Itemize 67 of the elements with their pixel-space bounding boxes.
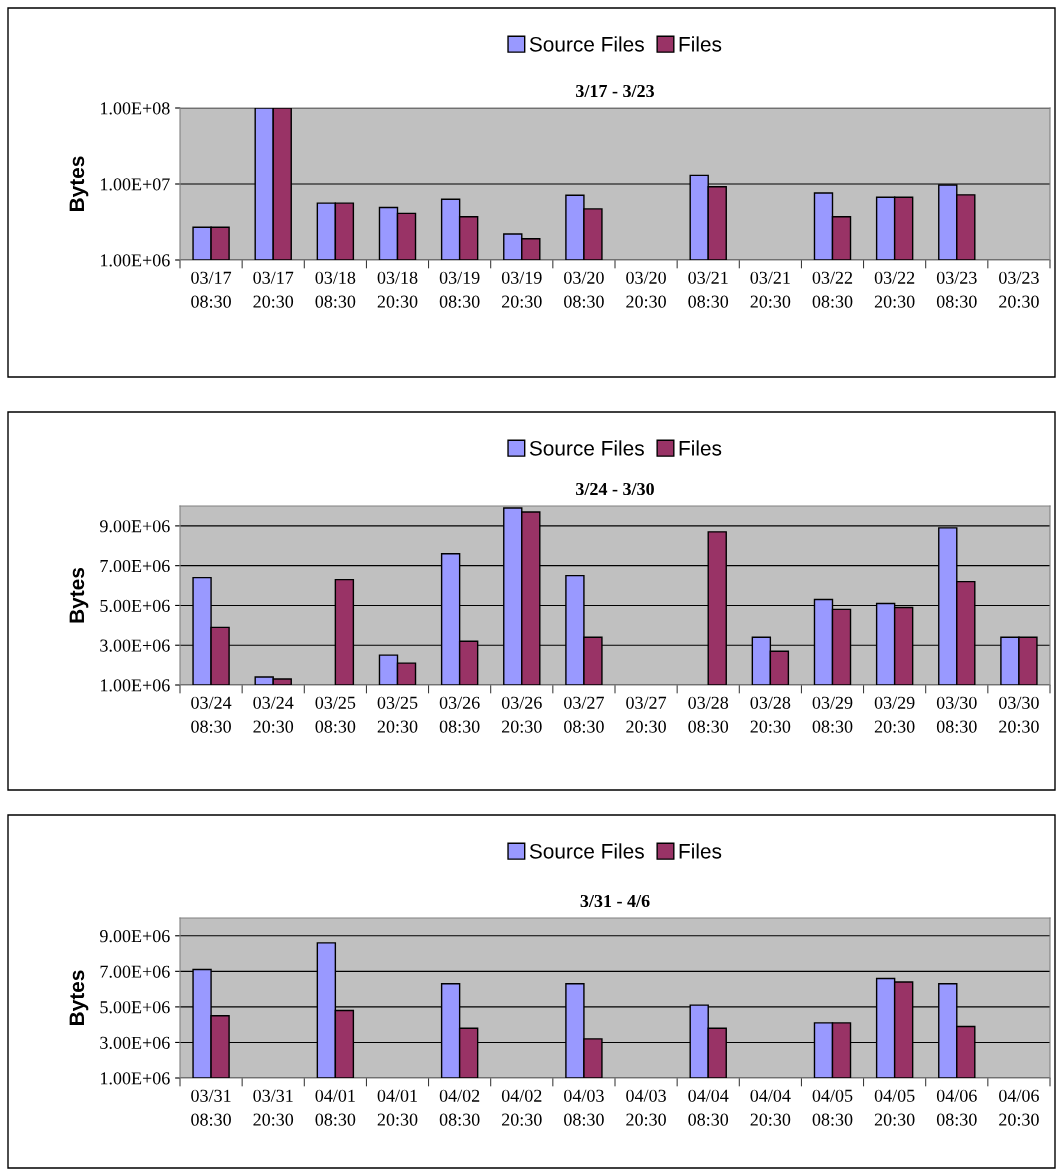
- x-tick-label: 03/19 08:30: [439, 271, 480, 308]
- x-tick-label: 03/27 20:30: [626, 696, 667, 733]
- legend-label: Files: [679, 36, 722, 52]
- y-tick-label: 5.00E+06: [100, 1001, 170, 1014]
- y-tick-label: 9.00E+06: [100, 930, 170, 943]
- x-tick-label: 03/22 20:30: [874, 271, 915, 308]
- y-tick-label: 3.00E+06: [100, 1036, 170, 1049]
- x-tick-label: 04/04 20:30: [750, 1089, 791, 1126]
- x-tick-label: 04/01 08:30: [315, 1089, 356, 1126]
- x-tick-label: 04/05 20:30: [874, 1089, 915, 1126]
- x-tick-label: 03/29 08:30: [812, 696, 853, 733]
- x-tick-label: 04/04 08:30: [688, 1089, 729, 1126]
- x-tick-label: 04/06 08:30: [936, 1089, 977, 1126]
- y-axis-title: Bytes: [69, 970, 89, 1025]
- x-tick-label: 03/22 08:30: [812, 271, 853, 308]
- y-tick-label: 3.00E+06: [100, 639, 170, 652]
- y-tick-label: 1.00E+06: [101, 254, 170, 267]
- x-tick-label: 03/24 08:30: [191, 696, 232, 733]
- legend-label: Source Files: [529, 843, 644, 859]
- x-tick-label: 03/23 20:30: [999, 271, 1039, 308]
- y-tick-label: 1.00E+07: [101, 178, 170, 191]
- x-tick-label: 04/03 20:30: [626, 1089, 666, 1126]
- y-tick-label: 9.00E+06: [100, 520, 170, 533]
- x-tick-label: 03/30 08:30: [936, 696, 977, 733]
- x-tick-label: 03/25 20:30: [377, 696, 418, 733]
- x-tick-label: 03/23 08:30: [936, 271, 977, 308]
- x-tick-label: 03/28 08:30: [688, 696, 729, 733]
- x-tick-label: 04/02 20:30: [501, 1089, 542, 1126]
- x-tick-label: 03/29 20:30: [874, 696, 915, 733]
- x-tick-label: 03/27 08:30: [564, 696, 604, 733]
- x-tick-label: 03/20 08:30: [564, 271, 604, 308]
- x-tick-label: 03/17 08:30: [191, 271, 232, 308]
- x-tick-label: 03/20 20:30: [626, 271, 666, 308]
- y-tick-label: 7.00E+06: [100, 965, 170, 978]
- x-tick-label: 03/31 08:30: [191, 1089, 231, 1126]
- x-tick-label: 04/01 20:30: [377, 1089, 418, 1126]
- y-axis-title: Bytes: [69, 567, 89, 623]
- x-tick-label: 03/25 08:30: [315, 696, 356, 733]
- x-tick-label: 03/24 20:30: [253, 696, 294, 733]
- x-tick-label: 03/19 20:30: [501, 271, 542, 308]
- y-tick-label: 7.00E+06: [100, 559, 170, 573]
- x-tick-label: 03/17 20:30: [253, 271, 294, 308]
- y-tick-label: 1.00E+06: [101, 679, 170, 692]
- x-tick-label: 04/06 20:30: [999, 1089, 1039, 1126]
- x-tick-label: 03/18 20:30: [377, 271, 418, 308]
- x-tick-label: 03/21 20:30: [750, 271, 791, 308]
- x-tick-label: 03/30 20:30: [999, 696, 1039, 733]
- x-tick-label: 03/18 08:30: [315, 271, 356, 308]
- chart-title: 3/31 - 4/6: [580, 894, 650, 908]
- y-tick-label: 1.00E+08: [101, 102, 170, 115]
- y-axis-title: Bytes: [69, 156, 89, 211]
- y-tick-label: 5.00E+06: [100, 599, 170, 612]
- legend-label: Source Files: [529, 440, 644, 456]
- legend-label: Files: [679, 843, 722, 859]
- x-tick-label: 04/02 08:30: [439, 1089, 480, 1126]
- legend-label: Source Files: [529, 36, 644, 52]
- chart-title: 3/17 - 3/23: [576, 84, 654, 98]
- y-tick-label: 1.00E+06: [101, 1072, 170, 1085]
- legend-label: Files: [679, 440, 722, 456]
- x-tick-label: 03/28 20:30: [750, 696, 791, 733]
- x-tick-label: 03/26 20:30: [501, 696, 542, 733]
- x-tick-label: 03/31 20:30: [253, 1089, 294, 1126]
- x-tick-label: 04/05 08:30: [812, 1089, 853, 1126]
- x-tick-label: 03/26 08:30: [439, 696, 480, 733]
- x-tick-label: 04/03 08:30: [564, 1089, 604, 1126]
- chart-title: 3/24 - 3/30: [576, 482, 654, 496]
- x-tick-label: 03/21 08:30: [688, 271, 729, 308]
